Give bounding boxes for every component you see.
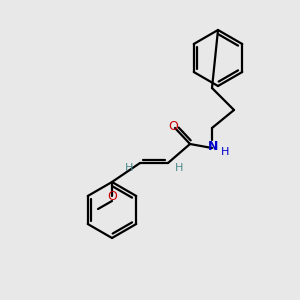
Text: O: O xyxy=(168,119,178,133)
Text: H: H xyxy=(125,163,133,173)
Text: O: O xyxy=(107,190,117,203)
Text: H: H xyxy=(221,147,229,157)
Text: H: H xyxy=(175,163,183,173)
Text: N: N xyxy=(208,140,218,154)
